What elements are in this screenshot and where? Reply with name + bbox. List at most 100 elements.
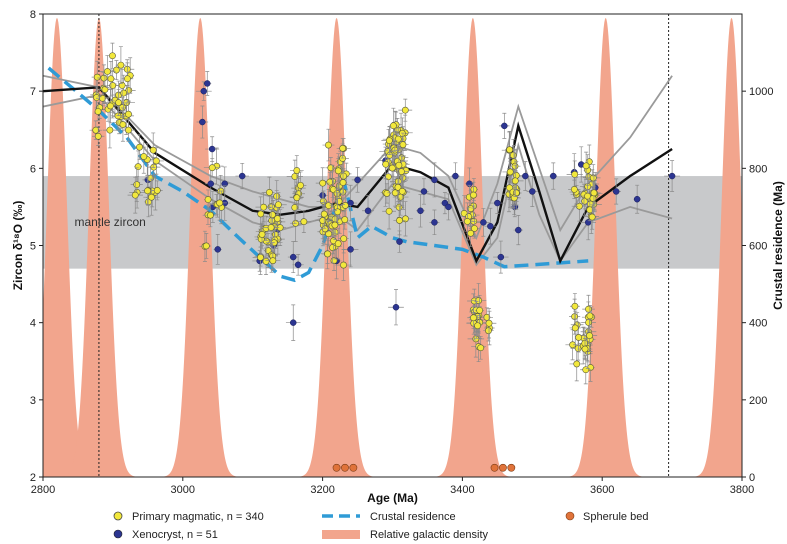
primary-point — [319, 197, 327, 205]
legend-item-galactic: Relative galactic density — [322, 529, 489, 541]
primary-point — [571, 302, 579, 310]
y-tick-label: 4 — [30, 318, 36, 330]
primary-point — [94, 108, 102, 115]
galactic-peak-6 — [692, 17, 742, 477]
xenocryst-series — [142, 71, 681, 341]
primary-point — [506, 146, 514, 154]
y2-tick-label: 0 — [749, 472, 755, 484]
primary-point — [297, 181, 304, 189]
primary-point — [588, 213, 596, 221]
primary-point — [575, 334, 583, 341]
primary-point — [470, 185, 478, 193]
primary-point — [144, 187, 151, 195]
primary-point — [324, 250, 331, 258]
mantle-zircon-label: mantle zircon — [74, 215, 145, 229]
primary-point — [585, 305, 592, 313]
primary-point — [389, 122, 397, 130]
primary-point — [119, 121, 127, 128]
primary-point — [134, 163, 142, 171]
xenocryst-point — [294, 261, 302, 269]
primary-point — [92, 126, 100, 134]
galactic-peak-4 — [433, 17, 513, 477]
primary-point — [202, 242, 210, 250]
primary-point — [470, 314, 477, 322]
primary-point — [329, 244, 336, 251]
xenocryst-point — [633, 195, 641, 203]
y2-axis-title: Crustal residence (Ma) — [771, 181, 785, 310]
primary-point — [293, 167, 301, 174]
primary-point — [267, 224, 275, 231]
xenocryst-point — [612, 188, 620, 195]
xenocryst-point — [200, 87, 208, 95]
x-tick-label: 3600 — [590, 484, 614, 496]
primary-point — [94, 132, 102, 140]
primary-point — [394, 183, 402, 191]
xenocryst-point — [497, 253, 505, 261]
primary-point — [109, 52, 116, 60]
primary-point — [258, 231, 266, 238]
primary-point — [140, 153, 148, 160]
primary-point — [125, 126, 132, 134]
xenocryst-point — [431, 219, 438, 226]
primary-point — [582, 162, 590, 170]
y2-tick-label: 1000 — [749, 86, 773, 98]
primary-point — [100, 74, 108, 82]
primary-point — [107, 102, 114, 110]
primary-point — [319, 217, 327, 224]
y-tick-label: 7 — [30, 86, 36, 98]
primary-point — [262, 257, 270, 265]
xenocryst-point — [584, 219, 592, 226]
primary-point — [467, 229, 475, 237]
y-tick-label: 5 — [30, 241, 36, 253]
primary-point — [506, 168, 514, 176]
xenocryst-point — [204, 80, 211, 87]
y2-tick-label: 200 — [749, 395, 767, 407]
primary-point — [257, 210, 265, 218]
primary-point — [265, 189, 273, 196]
primary-point — [341, 216, 349, 223]
xenocryst-point — [452, 172, 459, 180]
y-tick-label: 3 — [30, 395, 36, 407]
circle-marker-icon — [113, 511, 123, 521]
primary-point — [512, 172, 520, 179]
primary-point — [152, 157, 160, 165]
primary-point — [391, 189, 399, 197]
primary-point — [395, 161, 403, 169]
primary-point — [470, 191, 477, 199]
x-tick-label: 2800 — [31, 484, 55, 496]
primary-point — [334, 208, 342, 216]
xenocryst-point — [199, 118, 206, 126]
primary-point — [104, 68, 111, 75]
primary-point — [475, 297, 483, 304]
primary-point — [269, 257, 277, 265]
primary-point — [291, 204, 299, 211]
xenocryst-point — [445, 203, 452, 211]
primary-point — [510, 194, 518, 202]
primary-point — [485, 327, 492, 335]
primary-point — [204, 196, 212, 203]
primary-point — [257, 253, 264, 261]
y-tick-label: 6 — [30, 163, 36, 175]
primary-point — [133, 181, 141, 189]
primary-point — [292, 219, 300, 227]
primary-point — [340, 172, 347, 180]
plot-content — [43, 14, 742, 477]
y2-tick-label: 400 — [749, 318, 767, 330]
primary-point — [394, 135, 402, 143]
primary-point — [386, 151, 394, 159]
legend-item-primary: Primary magmatic, n = 340 — [113, 511, 264, 523]
y-axis-title: Zircon δ¹⁸O (‰) — [11, 201, 25, 291]
primary-point — [327, 164, 335, 172]
primary-point — [147, 174, 155, 182]
primary-point — [124, 75, 131, 83]
primary-point — [320, 210, 328, 218]
primary-point — [570, 185, 578, 193]
xenocryst-point — [529, 188, 536, 195]
primary-point — [109, 82, 117, 89]
primary-point — [589, 174, 597, 182]
primary-point — [149, 146, 157, 154]
xenocryst-point — [289, 319, 297, 326]
xenocryst-point — [347, 246, 354, 253]
legend-item-crustal: Crustal residence — [322, 511, 456, 523]
spherule-point — [499, 463, 507, 472]
